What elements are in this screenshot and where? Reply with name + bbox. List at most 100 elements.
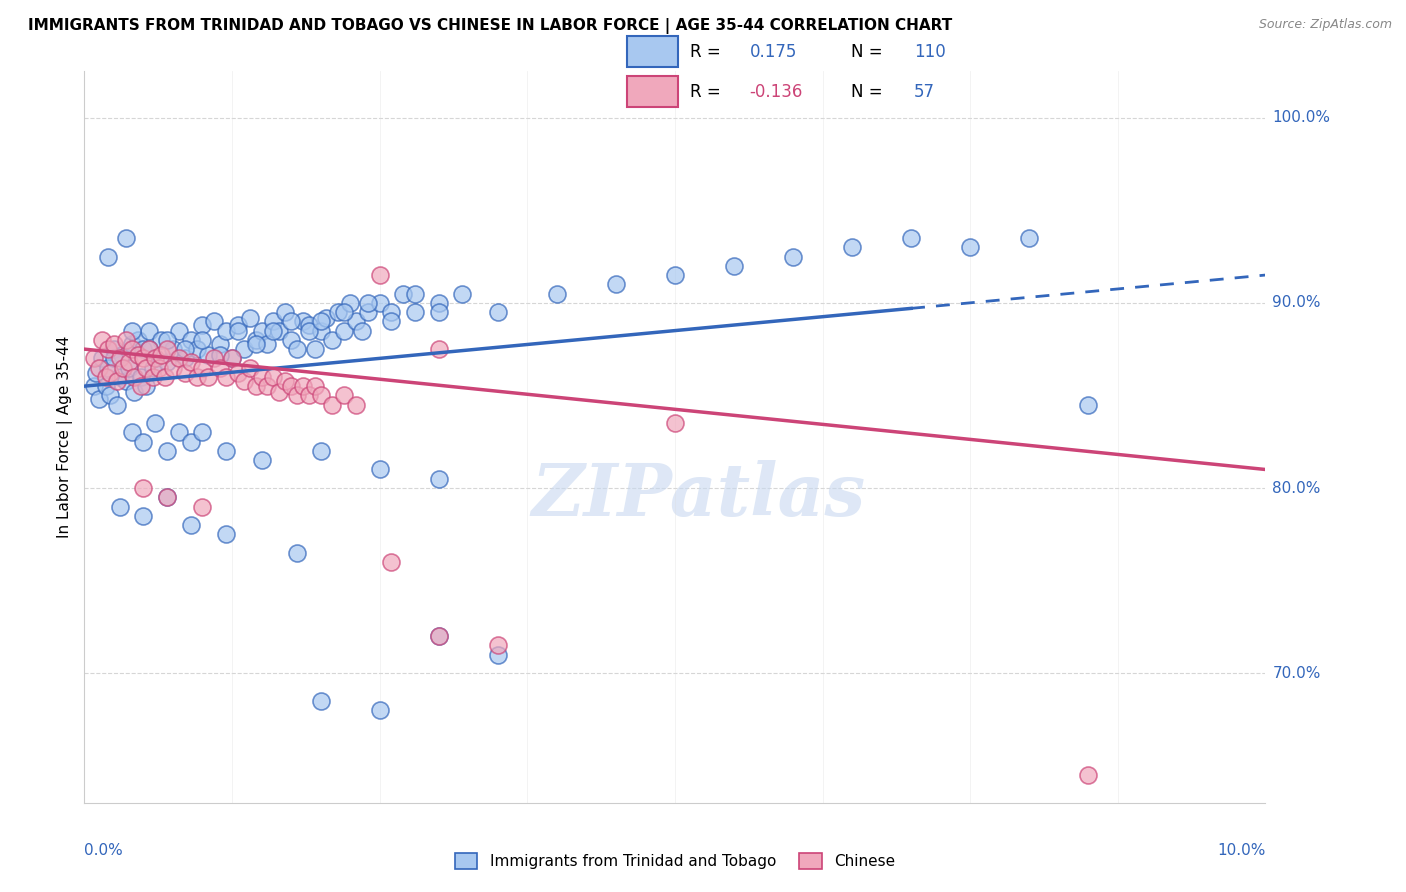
Point xyxy=(427,629,450,643)
Point xyxy=(91,351,114,366)
Point xyxy=(186,370,208,384)
Point xyxy=(156,333,179,347)
Point xyxy=(173,342,195,356)
Point xyxy=(108,500,131,514)
Point xyxy=(262,314,284,328)
Point xyxy=(135,360,157,375)
Point xyxy=(215,527,238,541)
Point xyxy=(132,342,155,356)
Point xyxy=(250,370,273,384)
Point xyxy=(180,355,202,369)
Point xyxy=(1077,768,1099,782)
Point xyxy=(250,324,273,338)
Point xyxy=(1018,231,1040,245)
Point xyxy=(239,310,262,325)
Point xyxy=(451,286,474,301)
Point xyxy=(605,277,627,292)
Point xyxy=(135,379,157,393)
Point xyxy=(97,342,120,356)
Point xyxy=(215,444,238,458)
Point xyxy=(344,314,367,328)
Point xyxy=(122,370,145,384)
Text: Source: ZipAtlas.com: Source: ZipAtlas.com xyxy=(1258,18,1392,31)
Point xyxy=(209,360,232,375)
Point xyxy=(98,388,121,402)
Point xyxy=(285,388,308,402)
Point xyxy=(321,333,343,347)
Point xyxy=(138,324,160,338)
Point xyxy=(262,370,284,384)
Point xyxy=(114,231,136,245)
Point xyxy=(167,425,190,440)
Point xyxy=(103,351,125,366)
Point xyxy=(427,629,450,643)
Point xyxy=(309,314,332,328)
Point xyxy=(142,360,165,375)
Point xyxy=(156,342,179,356)
Point xyxy=(98,366,121,380)
Text: N =: N = xyxy=(851,83,887,101)
Point xyxy=(97,250,120,264)
Point xyxy=(427,342,450,356)
Point xyxy=(328,305,350,319)
Text: IMMIGRANTS FROM TRINIDAD AND TOBAGO VS CHINESE IN LABOR FORCE | AGE 35-44 CORREL: IMMIGRANTS FROM TRINIDAD AND TOBAGO VS C… xyxy=(28,18,952,34)
Text: R =: R = xyxy=(690,83,727,101)
Point xyxy=(274,374,297,388)
Point xyxy=(339,295,361,310)
Point xyxy=(723,259,745,273)
Point xyxy=(143,351,166,366)
Point xyxy=(156,355,179,369)
Point xyxy=(150,333,173,347)
Point xyxy=(138,342,160,356)
Point xyxy=(304,379,326,393)
Point xyxy=(114,374,136,388)
Text: R =: R = xyxy=(690,43,727,61)
Point xyxy=(280,314,302,328)
Point xyxy=(156,490,179,504)
Text: 57: 57 xyxy=(914,83,935,101)
Point xyxy=(83,351,105,366)
Point xyxy=(121,425,143,440)
Point xyxy=(87,392,110,406)
Point xyxy=(215,370,238,384)
Point xyxy=(191,333,214,347)
Point xyxy=(111,348,134,362)
Point xyxy=(226,366,249,380)
Text: 0.175: 0.175 xyxy=(749,43,797,61)
Point xyxy=(1077,398,1099,412)
Point xyxy=(239,360,262,375)
Point xyxy=(226,318,249,332)
Point xyxy=(309,324,332,338)
Point xyxy=(132,351,155,366)
Point xyxy=(215,324,238,338)
Text: ZIPatlas: ZIPatlas xyxy=(531,460,866,531)
Point xyxy=(143,351,166,366)
Point xyxy=(304,342,326,356)
Point xyxy=(333,324,356,338)
Point xyxy=(232,342,254,356)
Point xyxy=(173,351,195,366)
Point xyxy=(186,342,208,356)
Point xyxy=(142,370,165,384)
Point xyxy=(191,500,214,514)
Point xyxy=(148,360,170,375)
Text: 110: 110 xyxy=(914,43,946,61)
Point xyxy=(132,508,155,523)
Point xyxy=(138,342,160,356)
Point xyxy=(368,462,391,476)
Point xyxy=(350,324,373,338)
Point xyxy=(167,324,190,338)
Text: 10.0%: 10.0% xyxy=(1218,843,1265,858)
Point xyxy=(173,366,195,380)
Point xyxy=(280,379,302,393)
Point xyxy=(226,324,249,338)
Point xyxy=(191,425,214,440)
Point xyxy=(108,370,131,384)
Point xyxy=(380,314,402,328)
Point xyxy=(959,240,981,254)
Legend: Immigrants from Trinidad and Tobago, Chinese: Immigrants from Trinidad and Tobago, Chi… xyxy=(449,847,901,875)
Point xyxy=(156,444,179,458)
Point xyxy=(103,336,125,351)
Point xyxy=(121,324,143,338)
Point xyxy=(150,348,173,362)
